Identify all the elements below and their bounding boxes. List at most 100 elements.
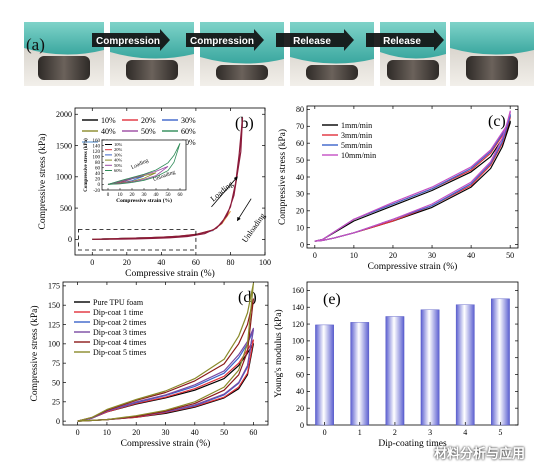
legend-label: Dip-coat 2 times [93, 318, 146, 327]
x-axis-label: Compressive strain (%) [121, 438, 211, 449]
y-tick-label: 2000 [56, 110, 72, 119]
chart-d: 0 25 50 75 100 125 150 175 0 10 20 30 40 50 60 Compress… [29, 281, 269, 449]
y-tick-label: 0 [56, 417, 60, 426]
panel-label: (e) [323, 291, 341, 308]
inset-legend-label: 20% [114, 147, 123, 152]
y-tick-label: 1500 [56, 141, 72, 150]
inset-y-axis-label: Compressive stress (kPa) [84, 138, 89, 192]
arrow-label: Compression [190, 36, 254, 47]
x-tick-label: 50 [220, 428, 228, 437]
loading-arrow [211, 176, 238, 208]
foam-sample [387, 60, 439, 80]
inset-legend-label: 50% [114, 163, 123, 168]
x-tick-label: 30 [162, 428, 170, 437]
photo-frame [24, 22, 104, 86]
unloading-arrow [237, 198, 252, 222]
inset-x-tick-label: 40 [154, 193, 160, 198]
x-tick-label: 40 [191, 428, 199, 437]
x-axis-label: Dip-coating times [378, 439, 447, 449]
inset-y-tick-label: 120 [93, 150, 101, 155]
y-tick-label: 140 [292, 303, 304, 312]
plot-frame [74, 107, 266, 256]
panel-label: (d) [238, 289, 257, 306]
series-line-Dip-coat 5 times [77, 282, 254, 422]
y-tick-label: 100 [292, 337, 304, 346]
legend-label: 10mm/min [341, 151, 376, 160]
process-arrow: Compression [186, 29, 264, 51]
y-tick-label: 120 [292, 320, 304, 329]
y-tick-label: 0 [300, 240, 304, 249]
inset-x-axis-label: Compressive strain (%) [116, 197, 172, 204]
x-tick-label: 2 [393, 428, 397, 437]
plot-frame [306, 105, 519, 249]
y-tick-label: 25 [52, 398, 60, 407]
x-tick-label: 10 [350, 251, 358, 260]
x-tick-label: 60 [192, 258, 200, 267]
legend-label: Dip-coat 3 times [93, 328, 146, 337]
y-tick-label: 150 [48, 301, 60, 310]
bar-2 [385, 316, 405, 426]
x-tick-label: 40 [157, 258, 165, 267]
arrow-shape [366, 29, 444, 51]
inset-y-tick-label: 100 [93, 155, 101, 160]
legend-label: 1mm/min [341, 121, 372, 130]
foam-sample [126, 60, 178, 80]
y-tick-label: 10 [296, 224, 304, 233]
chart-e: 0 20 40 60 80 100 120 140 160 0 1 2 3 4 5 Dip-coating t… [273, 281, 519, 449]
y-tick-label: 100 [48, 340, 60, 349]
y-tick-label: 0 [300, 421, 304, 430]
legend-label: Dip-coat 5 times [93, 348, 146, 357]
arrow-shape [276, 29, 354, 51]
x-tick-label: 0 [323, 428, 327, 437]
inset-y-tick-label: -20 [93, 189, 100, 194]
arrow-label: Release [383, 36, 421, 47]
plot-frame [306, 281, 519, 426]
inset-y-tick-label: 60 [95, 167, 101, 172]
x-tick-label: 5 [498, 428, 502, 437]
series-line-80% [92, 210, 231, 240]
inset-x-tick-label: 0 [107, 193, 110, 198]
y-tick-label: 60 [296, 139, 304, 148]
glove-finger [450, 22, 534, 55]
watermark: 材料分析与应用 [433, 446, 525, 461]
series-line-Dip-coat 1 time [77, 339, 254, 422]
bar-4 [455, 304, 475, 426]
inset-legend-label: 60% [114, 168, 123, 173]
glove-finger [24, 22, 104, 55]
bar-5 [491, 298, 510, 426]
x-tick-label: 20 [132, 428, 140, 437]
y-tick-label: 60 [296, 370, 304, 379]
x-axis-label: Compressive strain (%) [368, 261, 458, 272]
y-tick-label: 80 [296, 105, 304, 114]
bar-0 [315, 324, 334, 426]
x-tick-label: 60 [249, 428, 257, 437]
x-tick-label: 40 [467, 251, 475, 260]
y-axis-label: Young's modulus (kPa) [273, 309, 284, 397]
inset-legend-label: 40% [114, 158, 123, 163]
x-tick-label: 100 [259, 258, 271, 267]
y-tick-label: 50 [52, 378, 60, 387]
y-tick-label: 160 [292, 286, 304, 295]
legend-label: 10% [101, 116, 116, 125]
inset-x-tick-label: 30 [142, 193, 148, 198]
arrow-label: Compression [96, 36, 160, 47]
y-tick-label: 40 [296, 173, 304, 182]
series-line-90% [92, 117, 244, 240]
x-tick-label: 4 [463, 428, 467, 437]
photo-frame [290, 22, 374, 86]
foam-sample [216, 65, 268, 80]
legend-label: Dip-coat 1 time [93, 308, 144, 317]
inset-y-tick-label: 80 [95, 161, 101, 166]
y-tick-label: 175 [48, 282, 60, 291]
inset-legend-label: 30% [114, 152, 123, 157]
y-tick-label: 125 [48, 320, 60, 329]
legend-label: 40% [101, 127, 116, 136]
process-arrow: Compression [92, 29, 170, 51]
legend-label: 30% [181, 116, 196, 125]
foam-sample [38, 56, 90, 80]
inset-x-tick-label: 20 [130, 193, 136, 198]
legend-label: Dip-coat 4 times [93, 338, 146, 347]
